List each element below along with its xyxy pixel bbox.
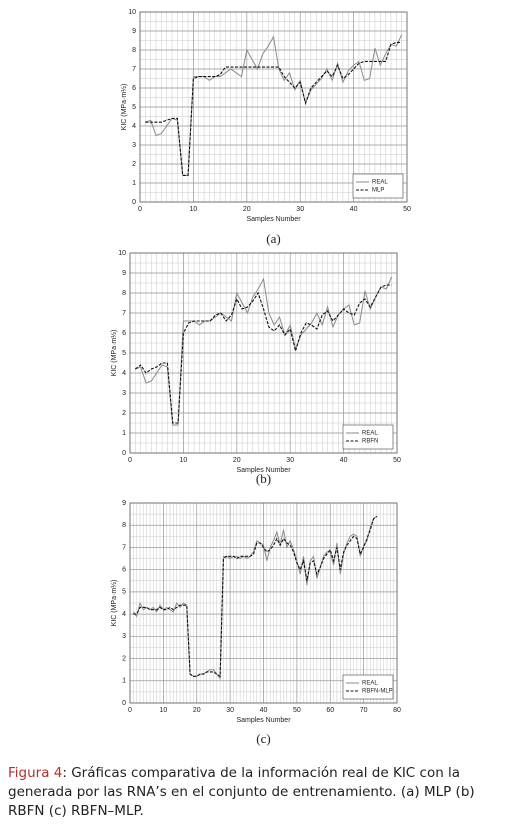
y-tick-label: 7 <box>122 310 126 317</box>
x-tick-label: 20 <box>243 206 251 213</box>
x-tick-label: 10 <box>190 206 198 213</box>
series-line <box>132 515 378 681</box>
y-tick-label: 0 <box>132 199 136 206</box>
y-tick-label: 2 <box>122 410 126 417</box>
legend-label: REAL <box>372 180 388 186</box>
y-tick-label: 7 <box>122 544 126 551</box>
x-tick-label: 40 <box>340 457 348 464</box>
y-tick-label: 4 <box>132 123 136 130</box>
x-tick-label: 70 <box>360 707 368 714</box>
x-tick-label: 0 <box>128 457 132 464</box>
x-tick-label: 30 <box>226 707 234 714</box>
legend-label: RBFN <box>362 439 378 445</box>
x-tick-label: 40 <box>350 206 358 213</box>
y-tick-label: 5 <box>122 350 126 357</box>
legend-box <box>342 424 394 450</box>
legend-label: RBFN-MLP <box>362 689 393 695</box>
y-tick-label: 9 <box>132 28 136 35</box>
y-tick-label: 9 <box>122 500 126 507</box>
plot-frame <box>139 11 408 203</box>
y-tick-label: 0 <box>122 450 126 457</box>
x-axis-label: Samples Number <box>236 717 291 724</box>
y-tick-label: 5 <box>132 104 136 111</box>
y-tick-label: 1 <box>122 430 126 437</box>
x-axis-label: Samples Number <box>246 216 301 223</box>
y-tick-label: 6 <box>122 567 126 574</box>
y-tick-label: 3 <box>122 633 126 640</box>
series-line <box>135 276 393 426</box>
y-tick-label: 2 <box>132 161 136 168</box>
y-axis-label: KIC (MPa·m½) <box>110 580 118 627</box>
x-tick-label: 60 <box>326 707 334 714</box>
y-tick-label: 5 <box>122 589 126 596</box>
y-tick-label: 8 <box>122 522 126 529</box>
legend-box <box>342 674 394 700</box>
y-tick-label: 0 <box>122 700 126 707</box>
y-tick-label: 4 <box>122 611 126 618</box>
y-tick-label: 10 <box>118 250 126 257</box>
y-tick-label: 7 <box>132 66 136 73</box>
x-tick-label: 10 <box>180 457 188 464</box>
caption: Figura 4: Gráficas comparativa de la inf… <box>8 764 514 821</box>
legend-label: MLP <box>372 188 384 194</box>
y-tick-label: 1 <box>122 678 126 685</box>
panel-label: (c) <box>256 731 270 746</box>
x-tick-label: 50 <box>293 707 301 714</box>
series-line <box>145 41 402 176</box>
x-tick-label: 50 <box>393 457 401 464</box>
x-tick-label: 0 <box>138 206 142 213</box>
y-tick-label: 2 <box>122 655 126 662</box>
legend-label: REAL <box>362 681 378 687</box>
y-tick-label: 6 <box>122 330 126 337</box>
y-tick-label: 9 <box>122 270 126 277</box>
x-tick-label: 0 <box>128 707 132 714</box>
y-tick-label: 1 <box>132 180 136 187</box>
plot-frame <box>129 252 398 454</box>
y-tick-label: 8 <box>132 47 136 54</box>
y-tick-label: 3 <box>122 390 126 397</box>
y-tick-label: 6 <box>132 85 136 92</box>
panel-label: (b) <box>256 471 271 486</box>
y-tick-label: 8 <box>122 290 126 297</box>
x-tick-label: 20 <box>193 707 201 714</box>
x-tick-label: 30 <box>286 457 294 464</box>
legend-label: REAL <box>362 431 378 437</box>
plot-frame <box>129 502 398 704</box>
y-tick-label: 4 <box>122 370 126 377</box>
caption-label: Figura 4 <box>8 765 63 781</box>
x-tick-label: 30 <box>296 206 304 213</box>
y-tick-label: 10 <box>128 9 136 16</box>
caption-text: : Gráficas comparativa de la información… <box>8 765 475 819</box>
y-axis-label: KIC (MPa·m½) <box>120 84 128 131</box>
x-axis-label: Samples Number <box>236 467 291 474</box>
y-axis-label: KIC (MPa·m½) <box>110 330 118 377</box>
legend-box <box>352 173 404 199</box>
series-line <box>133 515 378 678</box>
x-tick-label: 20 <box>233 457 241 464</box>
x-tick-label: 40 <box>260 707 268 714</box>
series-line <box>135 284 392 424</box>
y-tick-label: 3 <box>132 142 136 149</box>
x-tick-label: 50 <box>403 206 411 213</box>
panel-label: (a) <box>266 231 280 246</box>
x-tick-label: 10 <box>159 707 167 714</box>
x-tick-label: 80 <box>393 707 401 714</box>
